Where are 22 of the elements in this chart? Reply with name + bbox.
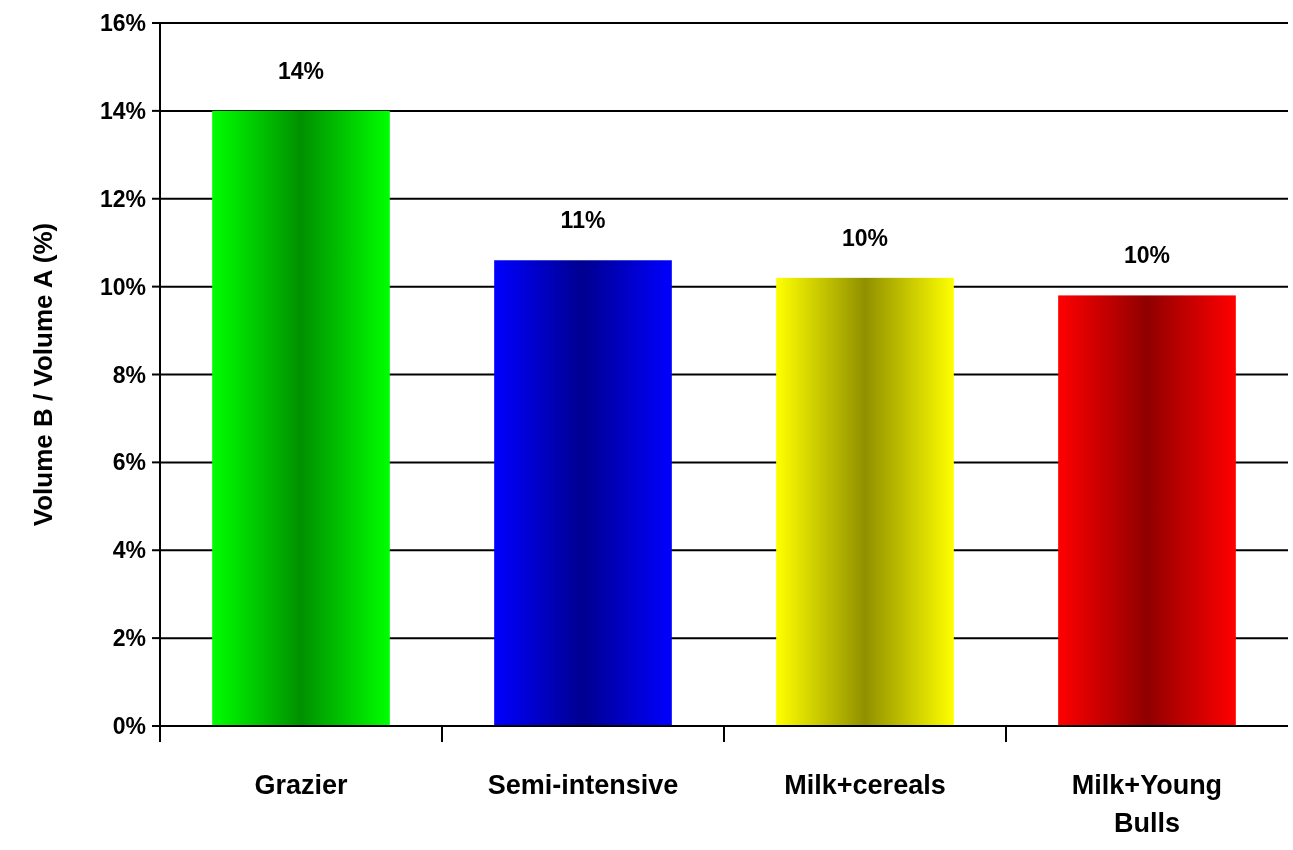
y-tick-label: 16% <box>99 10 146 37</box>
y-tick-label: 4% <box>112 537 146 564</box>
bar <box>776 277 954 726</box>
x-tick-label: Milk+cereals <box>784 770 946 800</box>
y-tick-label: 10% <box>99 273 146 300</box>
y-axis-title: Volume B / Volume A (%) <box>28 222 58 527</box>
y-tick-label: 8% <box>112 361 146 388</box>
y-tick-label: 6% <box>112 449 146 476</box>
y-tick-label: 12% <box>99 185 146 212</box>
data-label: 11% <box>560 207 606 234</box>
y-tick-label: 0% <box>112 713 146 740</box>
data-label: 10% <box>841 224 889 251</box>
x-tick-label: Grazier <box>254 770 349 800</box>
y-tick-label: 2% <box>112 625 146 652</box>
x-tick-label: Semi-intensive <box>487 770 679 800</box>
bar <box>494 260 672 726</box>
x-tick-label: Milk+Young Bulls <box>1071 770 1223 838</box>
bar <box>212 110 390 726</box>
data-label: 10% <box>1123 242 1171 269</box>
y-tick-label: 14% <box>99 97 146 124</box>
data-label: 14% <box>277 57 325 84</box>
bar <box>1058 295 1236 726</box>
